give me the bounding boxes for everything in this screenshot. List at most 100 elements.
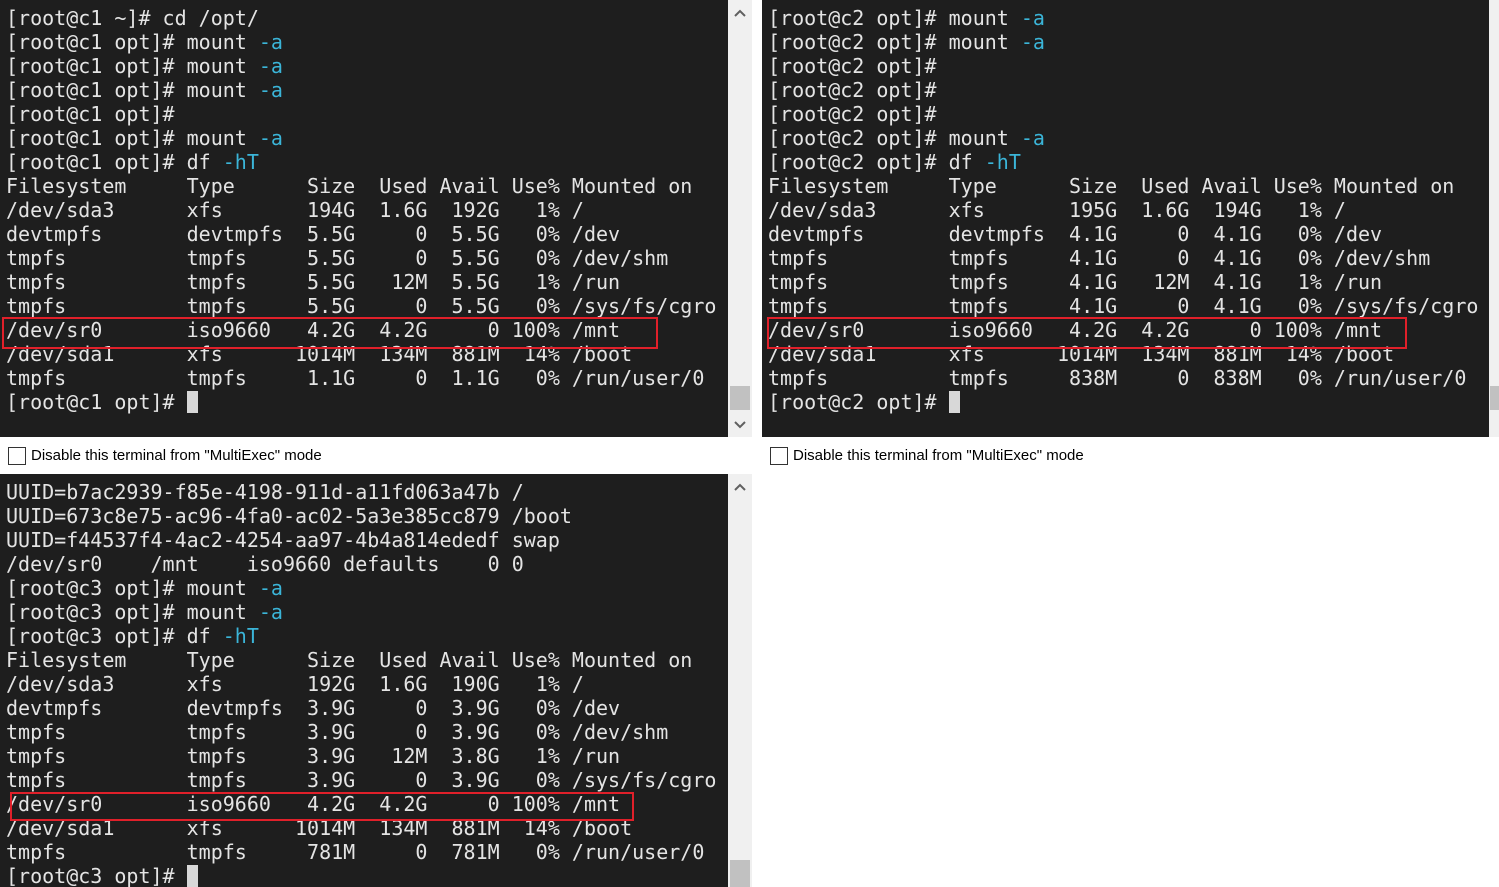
line-text: /dev/sda3 xfs 194G 1.6G 192G 1% / [6,198,584,222]
line-text: UUID=673c8e75-ac96-4fa0-ac02-5a3e385cc87… [6,504,572,528]
scroll-up[interactable] [728,6,752,26]
line-text: UUID=f44537f4-4ac2-4254-aa97-4b4a814eded… [6,528,560,552]
terminal-line: tmpfs tmpfs 4.1G 0 4.1G 0% /sys/fs/cgro [768,294,1478,318]
checkbox-label[interactable]: Disable this terminal from "MultiExec" m… [31,447,322,464]
terminal-line: [root@c3 opt]# mount -a [6,576,283,600]
line-text: tmpfs tmpfs 4.1G 12M 4.1G 1% /run [768,270,1383,294]
terminal-line: tmpfs tmpfs 1.1G 0 1.1G 0% /run/user/0 [6,366,704,390]
terminal-line: [root@c2 opt]# [768,102,937,126]
terminal-line: tmpfs tmpfs 3.9G 0 3.9G 0% /sys/fs/cgro [6,768,716,792]
terminal-line: [root@c1 ~]# cd /opt/ [6,6,259,30]
cursor [948,391,960,413]
terminal-line: [root@c3 opt]# df -hT [6,624,259,648]
line-text: /dev/sda3 xfs 192G 1.6G 190G 1% / [6,672,584,696]
cursor [186,391,198,413]
terminal-line: tmpfs tmpfs 3.9G 0 3.9G 0% /dev/shm [6,720,668,744]
terminal-line: [root@c3 opt]# mount -a [6,600,283,624]
line-text: [root@c2 opt]# [768,54,937,78]
line-text: [root@c2 opt]# mount [768,6,1021,30]
terminal-line: devtmpfs devtmpfs 3.9G 0 3.9G 0% /dev [6,696,620,720]
scrollbar[interactable] [728,474,752,887]
terminal-line: [root@c1 opt]# df -hT [6,150,259,174]
terminal-line: /dev/sda1 xfs 1014M 134M 881M 14% /boot [6,342,632,366]
terminal-line: tmpfs tmpfs 5.5G 0 5.5G 0% /sys/fs/cgro [6,294,716,318]
terminal-line: devtmpfs devtmpfs 5.5G 0 5.5G 0% /dev [6,222,620,246]
terminal-line: [root@c2 opt]# mount -a [768,6,1045,30]
line-text: /dev/sda1 xfs 1014M 134M 881M 14% /boot [768,342,1395,366]
command-option: -a [1020,126,1045,150]
line-text: tmpfs tmpfs 1.1G 0 1.1G 0% /run/user/0 [6,366,705,390]
terminal-line: [root@c1 opt]# mount -a [6,30,283,54]
line-text: [root@c2 opt]# [768,390,937,414]
command-option: -a [258,78,283,102]
line-text: Filesystem Type Size Used Avail Use% Mou… [768,174,1455,198]
terminal-line: [root@c1 opt]# [6,390,198,414]
scrollbar[interactable] [728,0,752,437]
line-text: /dev/sr0 iso9660 4.2G 4.2G 0 100% /mnt [6,792,621,816]
terminal-line: [root@c1 opt]# mount -a [6,54,283,78]
line-text: Filesystem Type Size Used Avail Use% Mou… [6,648,693,672]
command-option: -a [258,126,283,150]
line-text: [root@c2 opt]# mount [768,30,1021,54]
command-option: -a [258,30,283,54]
terminal-line: [root@c1 opt]# mount -a [6,78,283,102]
highlight-box [767,317,1407,349]
terminal-line: /dev/sr0 iso9660 4.2G 4.2G 0 100% /mnt [6,318,620,342]
terminal-line: UUID=f44537f4-4ac2-4254-aa97-4b4a814eded… [6,528,560,552]
scroll-thumb[interactable] [730,860,750,887]
scroll-up[interactable] [728,480,752,500]
terminal-line: /dev/sda1 xfs 1014M 134M 881M 14% /boot [768,342,1394,366]
line-text: [root@c2 opt]# [768,78,937,102]
terminal-line: /dev/sda3 xfs 192G 1.6G 190G 1% / [6,672,584,696]
terminal-line: tmpfs tmpfs 3.9G 12M 3.8G 1% /run [6,744,620,768]
terminal-line: tmpfs tmpfs 4.1G 0 4.1G 0% /dev/shm [768,246,1430,270]
line-text: devtmpfs devtmpfs 4.1G 0 4.1G 0% /dev [768,222,1383,246]
line-text: devtmpfs devtmpfs 3.9G 0 3.9G 0% /dev [6,696,621,720]
line-text: tmpfs tmpfs 5.5G 12M 5.5G 1% /run [6,270,621,294]
command-option: -a [258,600,283,624]
terminal-line: [root@c2 opt]# [768,54,937,78]
scroll-down[interactable] [728,418,752,438]
line-text: /dev/sda1 xfs 1014M 134M 881M 14% /boot [6,342,633,366]
line-text: tmpfs tmpfs 781M 0 781M 0% /run/user/0 [6,840,705,864]
line-text: /dev/sr0 iso9660 4.2G 4.2G 0 100% /mnt [768,318,1383,342]
line-text: [root@c2 opt]# mount [768,126,1021,150]
scroll-thumb[interactable] [1490,386,1499,410]
line-text: [root@c3 opt]# mount [6,576,259,600]
line-text: tmpfs tmpfs 3.9G 0 3.9G 0% /sys/fs/cgro [6,768,717,792]
terminal-line: /dev/sr0 iso9660 4.2G 4.2G 0 100% /mnt [6,792,620,816]
line-text: tmpfs tmpfs 838M 0 838M 0% /run/user/0 [768,366,1467,390]
line-text: [root@c1 opt]# mount [6,30,259,54]
line-text: UUID=b7ac2939-f85e-4198-911d-a11fd063a47… [6,480,524,504]
command-option: -hT [984,150,1021,174]
scrollbar[interactable] [1489,0,1499,437]
line-text: devtmpfs devtmpfs 5.5G 0 5.5G 0% /dev [6,222,621,246]
line-text: tmpfs tmpfs 3.9G 0 3.9G 0% /dev/shm [6,720,669,744]
checkbox-label[interactable]: Disable this terminal from "MultiExec" m… [793,447,1084,464]
scroll-thumb[interactable] [730,386,750,410]
line-text: tmpfs tmpfs 4.1G 0 4.1G 0% /dev/shm [768,246,1431,270]
terminal-line: [root@c2 opt]# mount -a [768,30,1045,54]
line-text: /dev/sda3 xfs 195G 1.6G 194G 1% / [768,198,1346,222]
line-text: tmpfs tmpfs 5.5G 0 5.5G 0% /sys/fs/cgro [6,294,717,318]
line-text: [root@c3 opt]# mount [6,600,259,624]
terminal-line: tmpfs tmpfs 838M 0 838M 0% /run/user/0 [768,366,1466,390]
terminal-line: devtmpfs devtmpfs 4.1G 0 4.1G 0% /dev [768,222,1382,246]
checkbox[interactable] [770,447,788,465]
terminal-line: /dev/sda3 xfs 194G 1.6G 192G 1% / [6,198,584,222]
highlight-box [10,792,634,821]
terminal-line: [root@c2 opt]# df -hT [768,150,1021,174]
line-text: [root@c2 opt]# df [768,150,985,174]
line-text: [root@c1 opt]# [6,390,175,414]
terminal: UUID=b7ac2939-f85e-4198-911d-a11fd063a47… [0,474,728,887]
terminal-line: tmpfs tmpfs 5.5G 12M 5.5G 1% /run [6,270,620,294]
checkbox[interactable] [8,447,26,465]
terminal: [root@c1 ~]# cd /opt/[root@c1 opt]# moun… [0,0,728,437]
terminal-line: UUID=b7ac2939-f85e-4198-911d-a11fd063a47… [6,480,524,504]
terminal-line: Filesystem Type Size Used Avail Use% Mou… [6,648,692,672]
command-option: -hT [222,150,259,174]
cursor [186,865,198,887]
terminal-line: [root@c1 opt]# mount -a [6,126,283,150]
line-text: [root@c1 opt]# df [6,150,223,174]
